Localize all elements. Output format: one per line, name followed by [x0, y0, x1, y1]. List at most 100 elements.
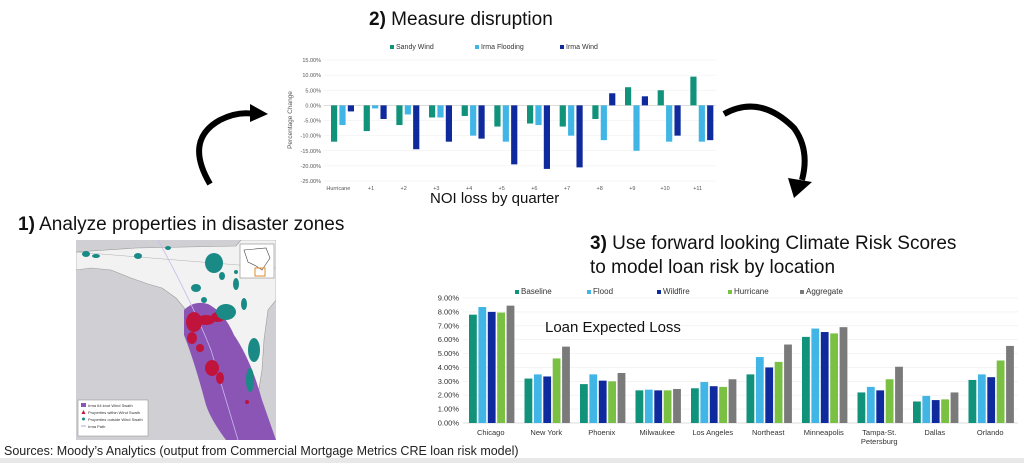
measure-disruption-chart: 15.00% 10.00% 5.00% 0.00% -5.00% -10.00% -15.0… — [287, 44, 716, 192]
bar — [950, 392, 959, 423]
irma-path-line — [157, 240, 239, 440]
bar — [543, 105, 550, 169]
bar — [895, 366, 903, 423]
bar — [404, 105, 411, 115]
legend-item: Irma Wind — [566, 44, 598, 51]
bar — [1006, 345, 1014, 423]
bar — [478, 105, 485, 139]
x-tick-label: +8 — [597, 186, 603, 192]
x-tick-label: +2 — [401, 186, 407, 192]
step2-heading: 2) Measure disruption — [369, 9, 553, 31]
bar — [437, 105, 444, 118]
bar — [469, 314, 477, 423]
bar — [830, 333, 838, 423]
y-tick-label: 4.00% — [438, 363, 460, 372]
y-tick-label: 2.00% — [438, 391, 460, 400]
bar — [996, 360, 1005, 423]
x-tick-label: Milwaukee — [640, 428, 675, 437]
x-tick-label: +10 — [660, 186, 669, 192]
bar — [470, 105, 477, 136]
bar — [598, 380, 607, 423]
map-legend-within: Properties within Wind Swath — [88, 410, 140, 415]
bar — [774, 361, 783, 423]
map-legend-swath: Irma 64 knot Wind Swath — [88, 403, 133, 408]
bar — [968, 379, 977, 423]
bar — [497, 312, 505, 423]
bar — [363, 105, 370, 132]
bar — [592, 105, 599, 119]
bar — [707, 105, 714, 141]
bar — [396, 105, 403, 126]
bar — [535, 105, 542, 126]
bar — [644, 389, 653, 423]
x-tick-label: Petersburg — [861, 437, 898, 446]
bar — [913, 401, 921, 423]
bar — [625, 87, 632, 106]
y-tick-label: -25.00% — [301, 179, 322, 185]
bar — [487, 311, 496, 423]
bar — [700, 382, 709, 423]
bar — [657, 90, 664, 106]
x-tick-label: +6 — [531, 186, 537, 192]
bar — [506, 305, 515, 423]
y-tick-label: 0.00% — [305, 103, 321, 109]
x-tick-label: Dallas — [924, 428, 945, 437]
y-tick-label: 5.00% — [305, 88, 321, 94]
curved-arrow-left-icon — [196, 104, 268, 186]
bar — [839, 327, 848, 423]
y-tick-label: 5.00% — [438, 349, 460, 358]
legend-item: Wildfire — [663, 287, 690, 296]
y-tick-label: 0.00% — [438, 419, 460, 428]
bar — [429, 105, 436, 118]
bar — [709, 386, 718, 423]
step2-number: 2) — [369, 9, 386, 30]
x-tick-label: +11 — [693, 186, 702, 192]
bar — [746, 374, 755, 423]
x-tick-label: New York — [530, 428, 562, 437]
top-chart-xlabel: NOI loss by quarter — [430, 190, 560, 207]
bar — [413, 105, 420, 150]
bar — [347, 105, 354, 112]
x-tick-label: +1 — [368, 186, 374, 192]
bar — [478, 307, 487, 423]
bar — [811, 328, 820, 423]
y-tick-label: 7.00% — [438, 321, 460, 330]
map-legend-path: Irma Path — [88, 424, 105, 429]
bar — [641, 96, 648, 106]
bar — [666, 105, 673, 142]
bar — [580, 384, 588, 423]
florida-disaster-map: Irma 64 knot Wind Swath Properties withi… — [76, 240, 276, 440]
legend-item: Sandy Wind — [396, 44, 434, 51]
bar — [543, 376, 552, 423]
bar — [654, 390, 663, 423]
y-tick-label: 1.00% — [438, 405, 460, 414]
x-tick-label: Los Angeles — [692, 428, 733, 437]
x-tick-label: Tampa-St. — [862, 428, 896, 437]
y-tick-label: 3.00% — [438, 377, 460, 386]
y-axis-label: Percentage Change — [287, 91, 294, 149]
bar — [502, 105, 509, 142]
x-tick-label: Northeast — [752, 428, 785, 437]
bar — [866, 386, 875, 423]
legend-item: Aggregate — [806, 287, 843, 296]
bar — [608, 381, 616, 423]
step3-heading: 3) Use forward looking Climate Risk Scor… — [590, 233, 956, 255]
bar — [690, 76, 697, 106]
bar — [755, 357, 764, 423]
y-tick-label: 15.00% — [302, 58, 321, 64]
bar — [765, 367, 774, 423]
legend-item: Baseline — [521, 287, 552, 296]
bar — [728, 379, 737, 423]
x-tick-label: +9 — [629, 186, 635, 192]
map-legend-outside: Properties outside Wind Swath — [88, 417, 143, 422]
bar — [977, 374, 986, 423]
bar — [511, 105, 518, 165]
bar — [784, 344, 792, 423]
x-tick-label: +3 — [433, 186, 439, 192]
bar — [494, 105, 501, 127]
bar — [372, 105, 379, 109]
bar — [635, 390, 644, 423]
bar — [562, 346, 570, 423]
step3-heading-line2: to model loan risk by location — [590, 257, 836, 278]
y-tick-label: -10.00% — [301, 134, 322, 140]
